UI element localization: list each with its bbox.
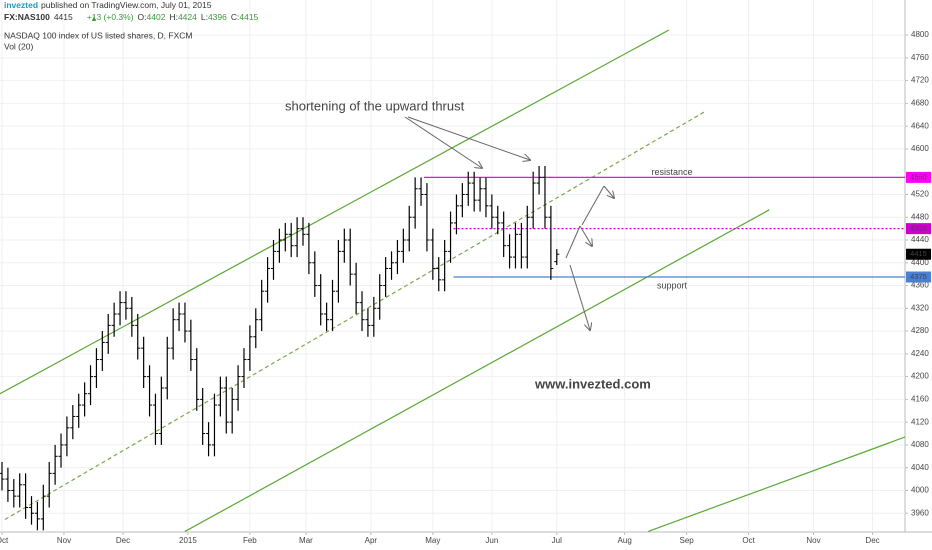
x-tick-label: Sep (680, 536, 695, 545)
drawings (0, 29, 905, 532)
arrow (407, 116, 530, 160)
trend-line (4, 111, 705, 520)
y-tick-label: 4040 (911, 463, 929, 472)
last-price: 4415 (54, 12, 73, 22)
low-label: L: (201, 12, 208, 22)
watermark: www.invezted.com (534, 376, 651, 391)
y-tick-label: 4480 (911, 212, 929, 221)
level-badge-label: 4375 (910, 272, 927, 281)
symbol: FX:NAS100 (4, 12, 50, 22)
level-badge-label: 4550 (910, 172, 927, 181)
x-tick-label: 2015 (179, 536, 197, 545)
description: NASDAQ 100 index of US listed shares, D,… (4, 30, 193, 40)
last-price-badge-label: 4415 (910, 249, 927, 258)
trend-line (184, 209, 770, 532)
y-tick-label: 4680 (911, 99, 929, 108)
level-badge (906, 271, 931, 283)
x-tick-label: Dec (116, 536, 130, 545)
volume-label: Vol (20) (4, 41, 33, 51)
level-badge-label: 4460 (910, 224, 927, 233)
x-tick-label: May (425, 536, 440, 545)
open-value: 4402 (147, 12, 166, 22)
trend-line (0, 29, 670, 395)
bars (0, 166, 560, 531)
level-label: support (657, 280, 688, 290)
publish-line: invezted published on TradingView.com, Ju… (4, 0, 212, 10)
y-tick-label: 4360 (911, 281, 929, 290)
publisher: invezted (4, 0, 38, 10)
high-value: 4424 (178, 12, 197, 22)
axis: 3960 4000 4040 4080 4120 4160 4200 4240 4280 4320… (0, 30, 929, 545)
y-tick-label: 4640 (911, 121, 929, 130)
change: +13 (+0.3%) (87, 12, 134, 22)
level-badge (906, 223, 931, 235)
thrust-annotation: shortening of the upward thrust (285, 98, 465, 113)
x-tick-label: Jul (552, 536, 562, 545)
x-tick-label: Oct (0, 536, 9, 545)
x-tick-label: Apr (365, 536, 378, 545)
y-tick-label: 4600 (911, 144, 929, 153)
y-tick-label: 4200 (911, 372, 929, 381)
arrow (404, 116, 482, 168)
y-tick-label: 4160 (911, 394, 929, 403)
y-tick-label: 4800 (911, 30, 929, 39)
y-tick-label: 4440 (911, 235, 929, 244)
arrow (565, 225, 581, 259)
y-tick-label: 4000 (911, 486, 929, 495)
y-tick-label: 4760 (911, 53, 929, 62)
x-tick-label: Dec (865, 536, 879, 545)
x-tick-label: Nov (57, 536, 71, 545)
close-label: C: (231, 12, 240, 22)
arrow (569, 264, 590, 330)
y-tick-label: 3960 (911, 508, 929, 517)
y-tick-label: 4720 (911, 76, 929, 85)
arrow (603, 185, 614, 198)
y-tick-label: 4120 (911, 417, 929, 426)
y-tick-label: 4080 (911, 440, 929, 449)
published: published on TradingView.com, July 01, 2… (41, 0, 212, 10)
high-label: H: (169, 12, 178, 22)
level-label: resistance (651, 167, 692, 177)
y-tick-label: 4400 (911, 258, 929, 267)
trend-line (648, 436, 905, 532)
close-value: 4415 (239, 12, 258, 22)
up-icon (92, 16, 96, 21)
y-tick-label: 4280 (911, 326, 929, 335)
x-tick-label: Mar (299, 536, 313, 545)
last-price-badge (906, 248, 931, 260)
arrow (579, 225, 592, 246)
arrow (581, 185, 605, 226)
x-tick-label: Aug (618, 536, 632, 545)
x-tick-label: Jun (485, 536, 498, 545)
y-tick-label: 4320 (911, 303, 929, 312)
level-badge (906, 171, 931, 183)
x-tick-label: Nov (806, 536, 820, 545)
y-tick-label: 4520 (911, 190, 929, 199)
y-tick-label: 4240 (911, 349, 929, 358)
low-value: 4396 (208, 12, 227, 22)
symbol-line: FX:NAS100 4415 +13 (+0.3%) O:4402 H:4424 L:43… (4, 12, 259, 22)
x-tick-label: Oct (742, 536, 755, 545)
x-tick-label: Feb (243, 536, 257, 545)
grid (0, 0, 905, 532)
open-label: O: (138, 12, 147, 22)
